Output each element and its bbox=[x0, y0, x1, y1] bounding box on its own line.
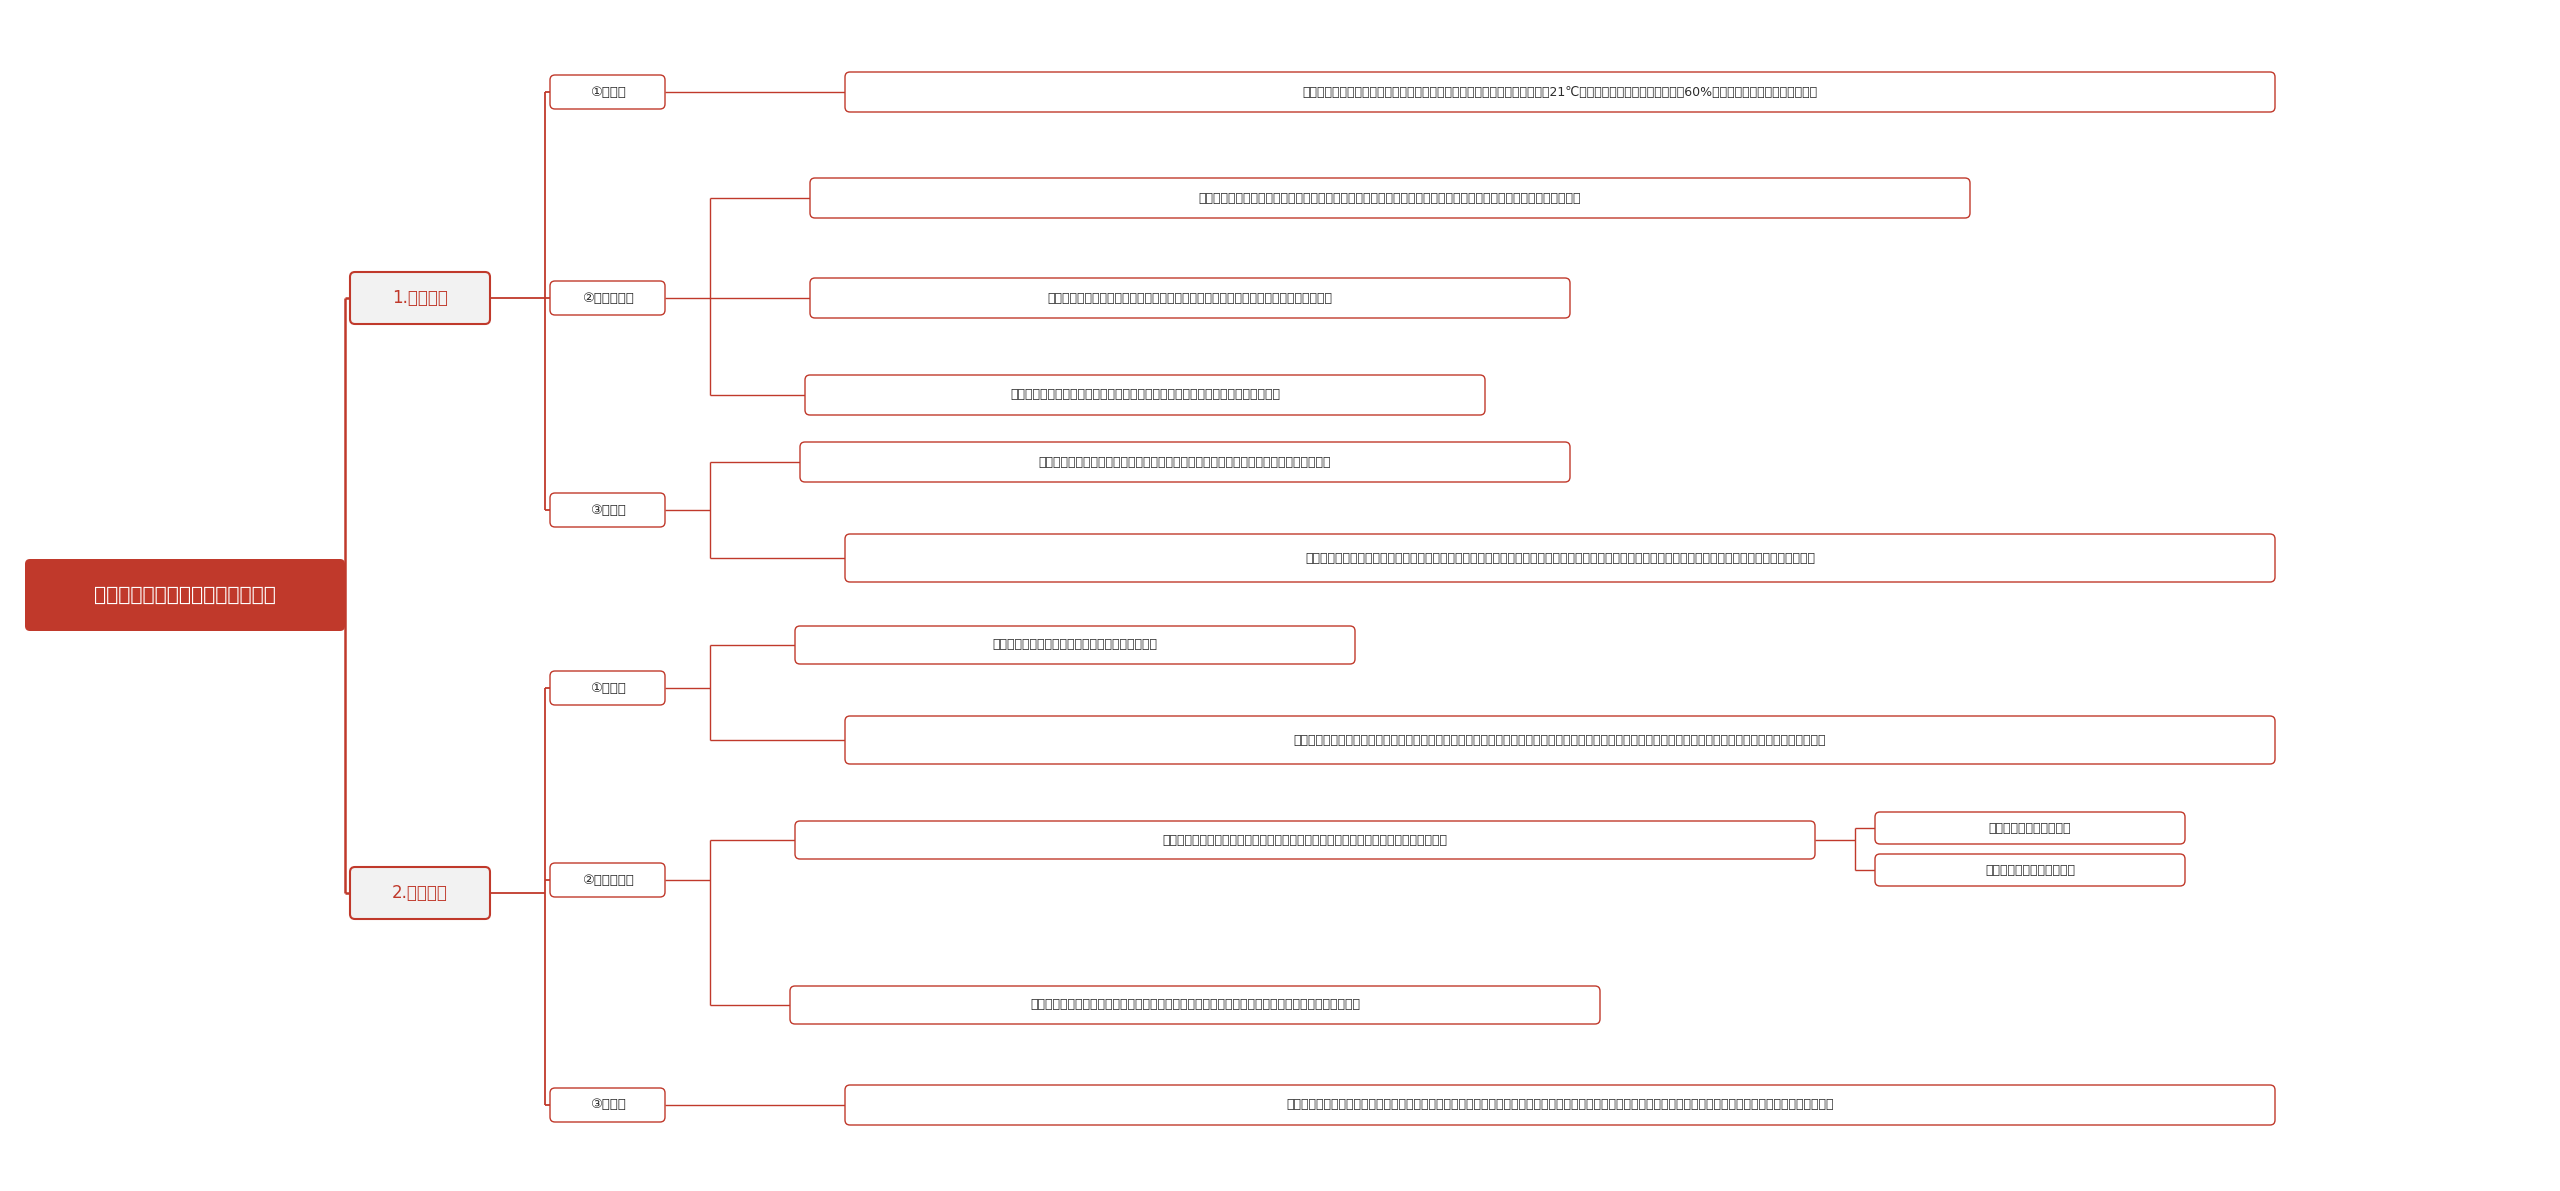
Text: ③举例：: ③举例： bbox=[589, 1098, 625, 1111]
FancyBboxPatch shape bbox=[791, 986, 1600, 1024]
FancyBboxPatch shape bbox=[809, 278, 1569, 318]
FancyBboxPatch shape bbox=[799, 442, 1569, 482]
Text: 生活中经常见到的地暖就是典型的辐射散热，它先加热地板，再由地板把热量传播开来。: 生活中经常见到的地暖就是典型的辐射散热，它先加热地板，再由地板把热量传播开来。 bbox=[1039, 455, 1331, 468]
Text: 除取决于皮肤与周围环境之间的温度差和机体的有效散热面积外，受风速的影响较大。: 除取决于皮肤与周围环境之间的温度差和机体的有效散热面积外，受风速的影响较大。 bbox=[1162, 834, 1446, 847]
Text: 就像农村传统的火炕，先把土炕烧热，整个屋子都能感觉到温暖。而对于人体来说，人体就像一个火炉子，高于环境温度时，不停的以热射线的形式散热。: 就像农村传统的火炕，先把土炕烧热，整个屋子都能感觉到温暖。而对于人体来说，人体就… bbox=[1306, 551, 1815, 565]
FancyBboxPatch shape bbox=[26, 559, 346, 631]
FancyBboxPatch shape bbox=[845, 71, 2276, 112]
Text: 是指通过气体流动进行热量交换的一种散热方式。: 是指通过气体流动进行热量交换的一种散热方式。 bbox=[993, 638, 1157, 651]
FancyBboxPatch shape bbox=[804, 375, 1485, 414]
FancyBboxPatch shape bbox=[1874, 854, 2186, 886]
FancyBboxPatch shape bbox=[845, 1085, 2276, 1125]
FancyBboxPatch shape bbox=[550, 75, 666, 110]
Text: 2.对流散热: 2.对流散热 bbox=[392, 884, 448, 902]
FancyBboxPatch shape bbox=[550, 281, 666, 314]
Text: 风速越大，散热量就越多: 风速越大，散热量就越多 bbox=[1989, 822, 2071, 835]
Text: 是指人体以热射线的形式将体热传给外界较冷物质的一种散热方式，人体在21℃的环境中，在裸体情况下，约有60%的热量是通过辐射方式发散的。: 是指人体以热射线的形式将体热传给外界较冷物质的一种散热方式，人体在21℃的环境中… bbox=[1303, 86, 1818, 99]
FancyBboxPatch shape bbox=[351, 867, 489, 919]
Text: ②影响因素：: ②影响因素： bbox=[581, 292, 632, 305]
FancyBboxPatch shape bbox=[550, 671, 666, 705]
FancyBboxPatch shape bbox=[845, 534, 2276, 582]
Text: ②影响因素：: ②影响因素： bbox=[581, 873, 632, 886]
FancyBboxPatch shape bbox=[550, 863, 666, 897]
Text: 医学基础知识点：散热方式的区分: 医学基础知识点：散热方式的区分 bbox=[95, 586, 276, 605]
FancyBboxPatch shape bbox=[796, 821, 1815, 859]
FancyBboxPatch shape bbox=[845, 716, 2276, 763]
Text: 衣服覆盖皮肤表面，加之棉毛纤维间的空气不易流动，这些因素都可使对流难以实现而有利于保温。: 衣服覆盖皮肤表面，加之棉毛纤维间的空气不易流动，这些因素都可使对流难以实现而有利… bbox=[1029, 998, 1359, 1011]
Text: 市场上最新出现的很多电暖气片，上端有很多风道，内置散热片，散热片将空气加热后，利用空气的流动性，使热空气从风道流出来，散布到四周，达到升温的目的。: 市场上最新出现的很多电暖气片，上端有很多风道，内置散热片，散热片将空气加热后，利… bbox=[1285, 1098, 1833, 1111]
Text: 散热量的多少主要取决于皮肤与周围环境之间的温度差，当皮肤温度高于环境温度时，温度差越大，散热量就越多。: 散热量的多少主要取决于皮肤与周围环境之间的温度差，当皮肤温度高于环境温度时，温度… bbox=[1198, 192, 1582, 205]
FancyBboxPatch shape bbox=[809, 177, 1971, 218]
FancyBboxPatch shape bbox=[1874, 812, 2186, 844]
FancyBboxPatch shape bbox=[550, 493, 666, 526]
Text: 人的体表周围有层薄空气，当人体散发的热量传给这层空气后，由于空气不断的流动，已被体表加温的空气移去，较冷的空气移来，体热将不断散发到体外空间。: 人的体表周围有层薄空气，当人体散发的热量传给这层空气后，由于空气不断的流动，已被… bbox=[1293, 734, 1825, 747]
FancyBboxPatch shape bbox=[351, 272, 489, 324]
Text: 风速越小，散热量也越少。: 风速越小，散热量也越少。 bbox=[1984, 863, 2076, 877]
Text: 反之，若环境温度高于皮肤温度，则机体不仅不能散热，反将吸收周围环境中的热量。: 反之，若环境温度高于皮肤温度，则机体不仅不能散热，反将吸收周围环境中的热量。 bbox=[1047, 292, 1334, 305]
Text: 1.辐射散热: 1.辐射散热 bbox=[392, 289, 448, 307]
FancyBboxPatch shape bbox=[796, 626, 1354, 665]
Text: ③举例：: ③举例： bbox=[589, 504, 625, 517]
FancyBboxPatch shape bbox=[550, 1089, 666, 1122]
Text: 此外，辐射散热还取决于机体的有效散热面积，有效散热面积越大，散热就越多。: 此外，辐射散热还取决于机体的有效散热面积，有效散热面积越大，散热就越多。 bbox=[1011, 388, 1280, 401]
Text: ①概念：: ①概念： bbox=[589, 86, 625, 99]
Text: ①概念：: ①概念： bbox=[589, 681, 625, 694]
